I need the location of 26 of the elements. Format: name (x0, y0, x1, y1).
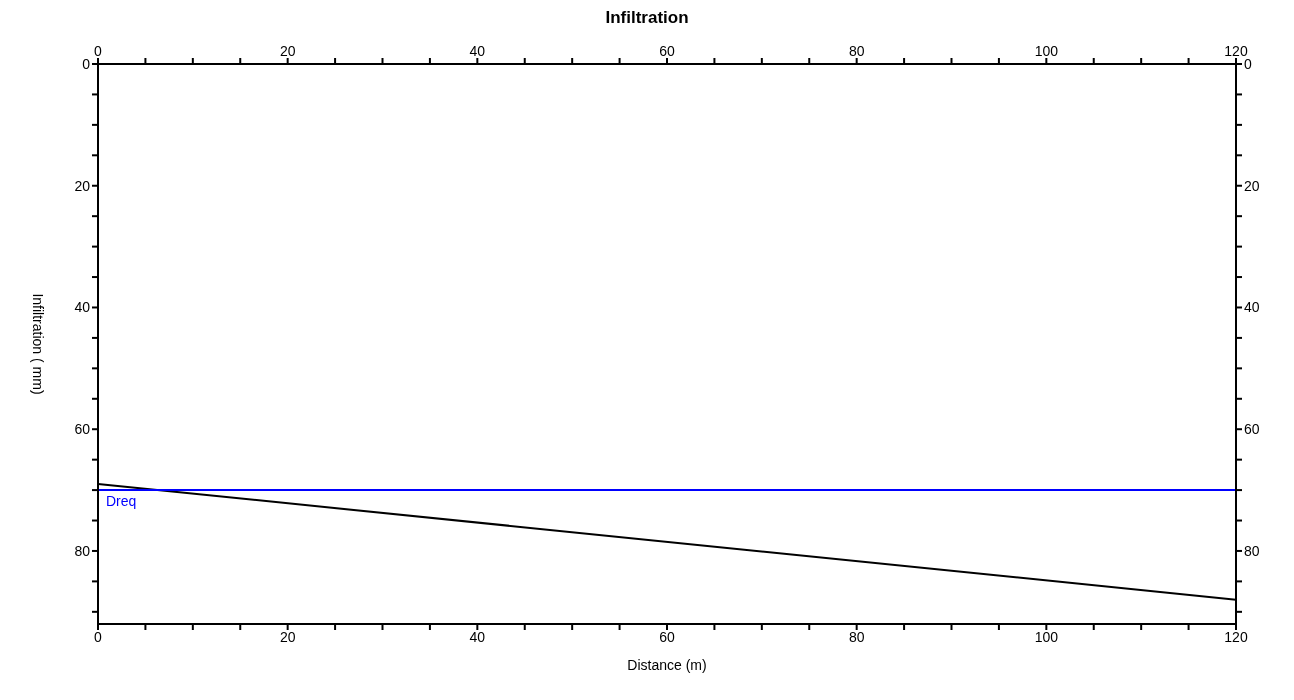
x-tick-label: 100 (1034, 628, 1059, 645)
y2-tick-label: 20 (1244, 177, 1260, 194)
x-tick-label: 80 (848, 628, 865, 645)
ref-line-label: Dreq (106, 493, 137, 510)
x2-tick-label: 80 (848, 43, 865, 59)
y-tick-label: 0 (82, 55, 91, 72)
x-tick-label: 0 (94, 628, 103, 645)
y-tick-label: 80 (74, 542, 91, 559)
y2-tick-label: 60 (1244, 421, 1260, 438)
x2-tick-label: 60 (659, 43, 675, 59)
x-tick-label: 60 (659, 628, 675, 645)
x2-tick-label: 100 (1034, 43, 1059, 59)
x-tick-label: 120 (1224, 628, 1248, 645)
y-tick-label: 60 (74, 421, 91, 438)
y-tick-label: 40 (74, 299, 91, 316)
x2-tick-label: 20 (279, 43, 296, 59)
y-tick-label: 20 (74, 177, 91, 194)
y-axis-title: Infiltration ( mm) (30, 293, 47, 395)
x-axis-title: Distance (m) (627, 657, 707, 673)
x2-tick-label: 40 (469, 43, 486, 59)
y2-tick-label: 40 (1244, 299, 1260, 316)
y2-tick-label: 80 (1244, 542, 1260, 559)
chart-title: Infiltration (604, 8, 690, 29)
x2-tick-label: 0 (94, 43, 103, 59)
x-tick-label: 20 (279, 628, 296, 645)
x-tick-label: 40 (469, 628, 486, 645)
